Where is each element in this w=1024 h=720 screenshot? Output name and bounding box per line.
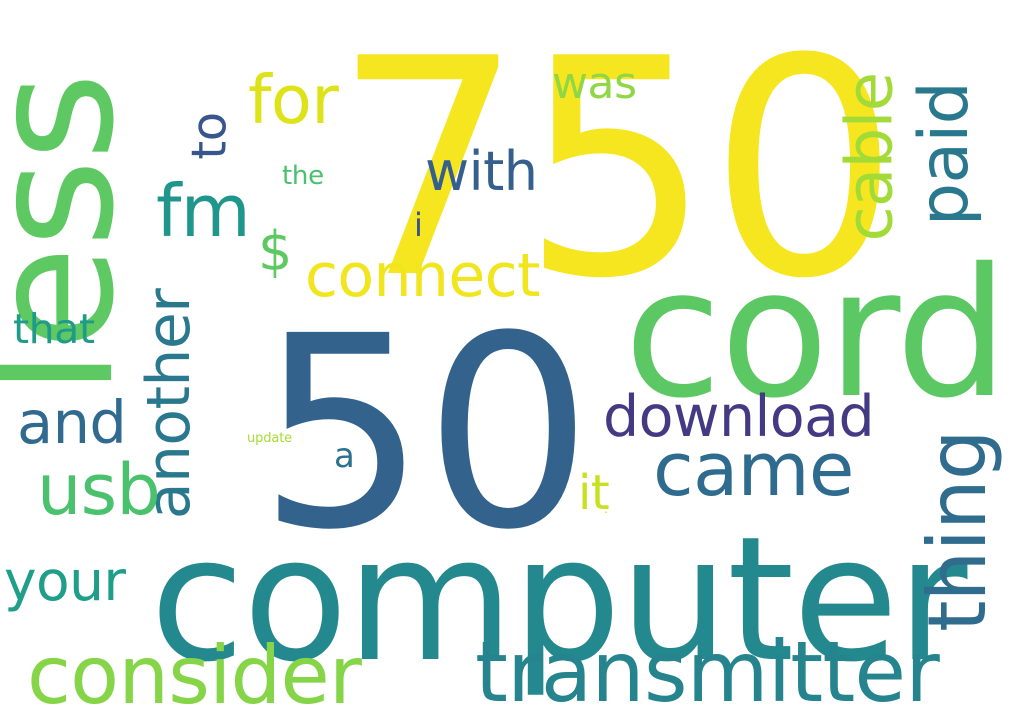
word-thing: thing: [910, 430, 1004, 632]
word-a: a: [334, 436, 355, 476]
word-with: with: [425, 140, 538, 203]
word-cord: cord: [624, 230, 1008, 437]
word-50: 50: [258, 280, 593, 588]
word-usb: usb: [37, 449, 161, 531]
word-connect: connect: [305, 241, 541, 311]
word-750: 750: [333, 0, 900, 344]
word-the: the: [282, 161, 324, 191]
word-transmitter: transmitter: [475, 623, 940, 720]
word-your: your: [4, 549, 126, 613]
word-consider: consider: [27, 629, 362, 720]
word-cable: cable: [833, 72, 908, 242]
word-for: for: [248, 61, 339, 139]
word-to: to: [181, 112, 238, 160]
word-paid: paid: [905, 81, 985, 227]
word-was: was: [552, 58, 637, 109]
word-dot: .: [604, 502, 608, 516]
word-i: i: [414, 206, 423, 244]
word-and: and: [17, 388, 127, 457]
word-fm: fm: [156, 169, 251, 253]
word-update: update: [247, 431, 293, 446]
word-dollar: $: [258, 220, 292, 283]
word-that: that: [13, 305, 95, 353]
word-it: it: [578, 465, 610, 521]
word-computer: computer: [150, 499, 967, 700]
word-download: download: [603, 384, 875, 450]
word-came: came: [653, 427, 854, 513]
